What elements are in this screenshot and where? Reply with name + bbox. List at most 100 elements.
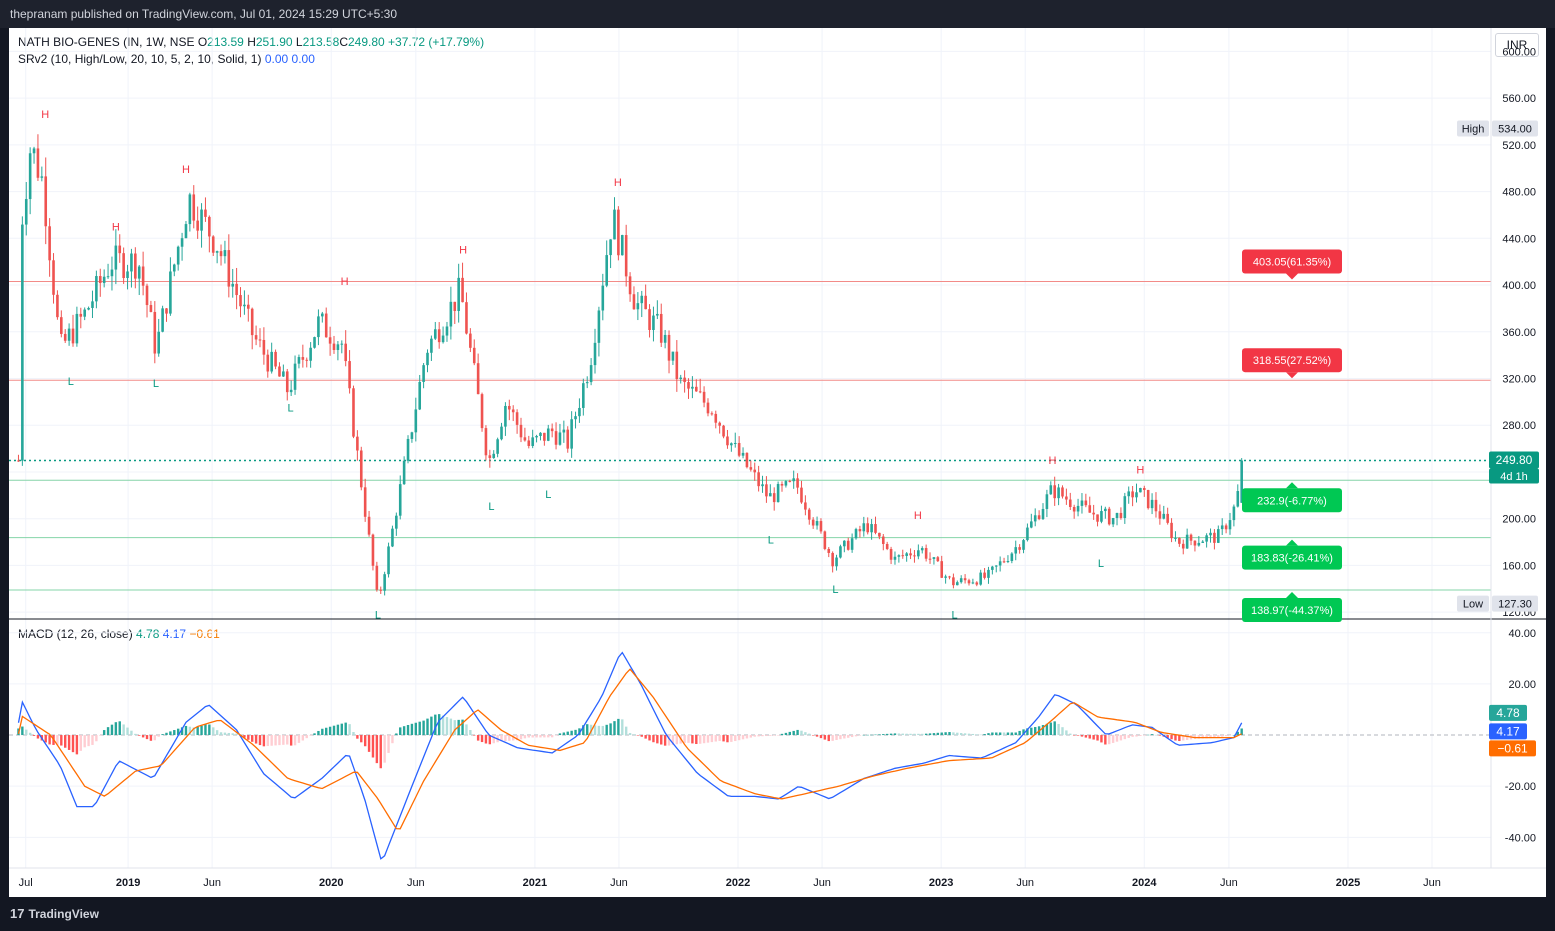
- candle: [757, 465, 760, 492]
- price-tick-label: 360.00: [1502, 327, 1536, 339]
- candle: [141, 251, 145, 296]
- candle: [698, 378, 702, 394]
- macd-histogram-bar: [967, 733, 971, 736]
- symbol-title[interactable]: NATH BIO-GENES (IN, 1W, NSE: [18, 35, 195, 49]
- candle-body: [1139, 488, 1142, 493]
- macd-histogram-bar: [328, 726, 332, 736]
- macd-histogram-bar: [691, 735, 694, 744]
- level-label-bg: [1242, 597, 1342, 622]
- candle-body: [897, 555, 901, 557]
- macd-histogram-bar: [815, 735, 819, 737]
- candle: [130, 248, 133, 288]
- candle-body: [414, 409, 418, 433]
- macd-histogram-bar: [25, 729, 28, 736]
- macd-value-tag-bg: [1489, 704, 1527, 721]
- candle-body: [141, 266, 145, 286]
- macd-histogram-bar: [286, 735, 289, 745]
- candle-body: [531, 437, 534, 446]
- candle: [219, 244, 223, 266]
- candle: [398, 475, 402, 520]
- candle: [1201, 540, 1205, 543]
- macd-histogram-bar: [325, 727, 328, 736]
- macd-histogram-bar: [422, 720, 425, 736]
- candle-body: [48, 226, 51, 261]
- tradingview-logo-icon: 17: [10, 906, 25, 921]
- candle-body: [305, 359, 309, 361]
- candle: [722, 424, 725, 439]
- candle-body: [710, 413, 714, 415]
- candle: [987, 566, 990, 584]
- candle-body: [535, 435, 538, 438]
- macd-histogram-bar: [843, 735, 846, 739]
- candle: [153, 301, 157, 364]
- candle-body: [476, 363, 480, 395]
- macd-histogram-bar: [391, 735, 394, 744]
- macd-title[interactable]: MACD (12, 26, close): [18, 627, 133, 641]
- macd-histogram-bar: [437, 714, 441, 736]
- last-price-tag-bg: [1489, 451, 1539, 469]
- macd-histogram-bar: [204, 724, 207, 736]
- candle-body: [445, 326, 449, 336]
- candle: [578, 398, 581, 423]
- candle: [184, 221, 188, 239]
- candle-body: [137, 266, 141, 279]
- macd-histogram-bar: [722, 735, 725, 742]
- macd-histogram-bar: [913, 733, 916, 736]
- candle-body: [944, 576, 947, 578]
- macd-histogram-bar: [1088, 735, 1091, 739]
- indicator-title[interactable]: SRv2 (10, High/Low, 20, 10, 5, 2, 10, So…: [18, 52, 262, 66]
- candle-body: [223, 250, 227, 257]
- macd-histogram-bar: [134, 733, 137, 736]
- candle: [994, 565, 998, 573]
- candle-body: [1232, 506, 1236, 521]
- candle: [589, 358, 593, 386]
- candle-body: [920, 548, 924, 551]
- candle: [1076, 498, 1080, 517]
- candle-body: [605, 255, 608, 286]
- candle: [1228, 512, 1232, 535]
- candle-body: [449, 301, 453, 327]
- macd-histogram-bar: [831, 735, 834, 741]
- time-tick-label: 2022: [726, 877, 750, 889]
- candle-body: [1228, 520, 1232, 530]
- candle: [106, 263, 110, 279]
- candle-body: [574, 416, 577, 420]
- macd-histogram-bar: [695, 735, 698, 745]
- macd-histogram-bar: [258, 735, 262, 746]
- pivot-high-label: H: [1136, 464, 1144, 476]
- macd-tick-label: -40.00: [1505, 832, 1536, 844]
- candle-body: [484, 428, 488, 456]
- candle-body: [282, 371, 285, 377]
- candle-body: [169, 271, 172, 314]
- level-label-text: 138.97(-44.37%): [1251, 605, 1333, 617]
- macd-histogram-bar: [971, 733, 975, 736]
- macd-histogram-bar: [161, 734, 164, 736]
- macd-histogram-bar: [628, 733, 632, 736]
- candle-body: [71, 328, 75, 344]
- candle: [558, 423, 562, 446]
- candle: [862, 516, 866, 537]
- candle-body: [885, 543, 889, 549]
- tradingview-brand[interactable]: 17 TradingView: [10, 906, 99, 921]
- macd-histogram-bar: [176, 728, 180, 736]
- candle: [328, 326, 332, 356]
- candle-body: [102, 276, 106, 284]
- currency-button[interactable]: INR: [1495, 33, 1539, 57]
- price-tags: 403.05(61.35%) 318.55(27.52%) 232.9(-6.77%…: [1242, 120, 1539, 757]
- macd-histogram-bar: [508, 735, 511, 741]
- candle-body: [788, 481, 792, 483]
- candle-body: [52, 260, 55, 295]
- macd-histogram-bar: [995, 732, 998, 736]
- candle: [543, 432, 546, 446]
- candle-body: [188, 194, 192, 225]
- macd-histogram-bar: [145, 735, 149, 740]
- pivot-low-label: L: [488, 501, 494, 513]
- candle-body: [363, 487, 367, 517]
- candle-body: [1185, 534, 1189, 549]
- candle-body: [453, 301, 457, 311]
- candle-body: [83, 309, 86, 317]
- macd-histogram-bar: [243, 735, 246, 738]
- candle-body: [1220, 525, 1224, 530]
- candle-body: [1041, 508, 1045, 520]
